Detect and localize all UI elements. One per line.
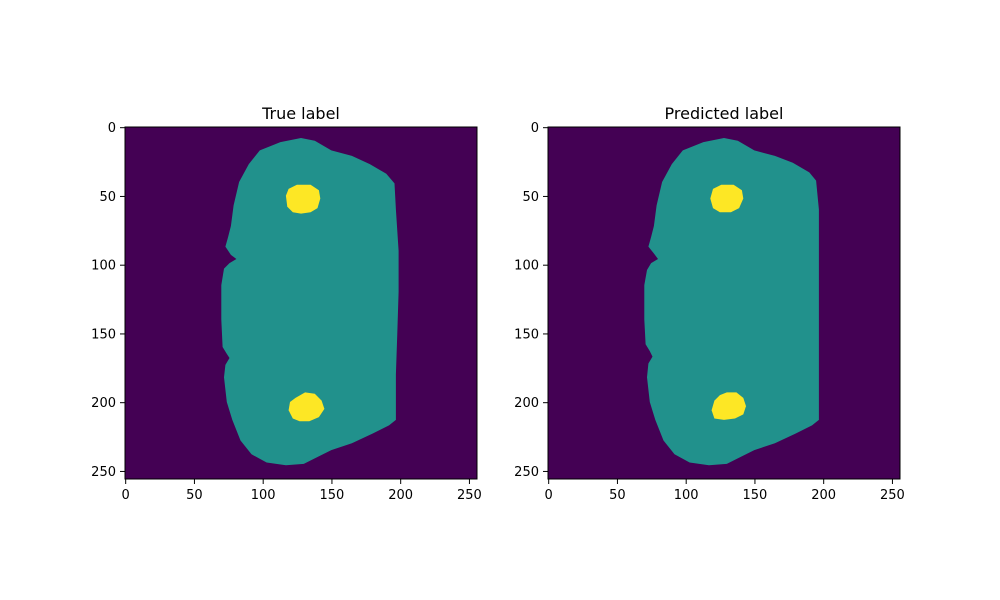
true-label-panel: True label 0 50 100 150 200 250 0 50 100 150 200 25… [91, 104, 482, 503]
predicted-label-panel: Predicted label 0 50 100 150 200 250 0 50 100 150… [514, 104, 905, 503]
lesion-region-1 [285, 184, 321, 214]
panel-title: True label [261, 104, 340, 123]
y-tick-label: 0 [108, 121, 116, 136]
y-tick-label: 100 [514, 259, 539, 274]
x-tick-label: 50 [186, 488, 203, 503]
x-tick-label: 150 [743, 488, 768, 503]
axes-frame [547, 126, 901, 480]
y-tick-label: 100 [91, 259, 116, 274]
x-tick-label: 0 [122, 488, 130, 503]
lesion-region-2 [711, 392, 746, 420]
x-tick-label: 0 [545, 488, 553, 503]
y-tick-label: 0 [531, 121, 539, 136]
y-tick-label: 150 [514, 327, 539, 342]
y-tick-label: 250 [514, 465, 539, 480]
y-tick-label: 50 [522, 190, 539, 205]
x-tick-label: 200 [388, 488, 413, 503]
x-tick-label: 200 [811, 488, 836, 503]
y-tick-label: 200 [91, 396, 116, 411]
panel-title: Predicted label [665, 104, 784, 123]
y-tick-label: 200 [514, 396, 539, 411]
y-tick-label: 150 [91, 327, 116, 342]
y-tick-label: 50 [99, 190, 116, 205]
organ-region [221, 138, 399, 466]
y-tick-label: 250 [91, 465, 116, 480]
x-tick-label: 50 [609, 488, 626, 503]
x-tick-label: 100 [674, 488, 699, 503]
x-tick-label: 100 [251, 488, 276, 503]
x-tick-label: 150 [320, 488, 345, 503]
x-tick-label: 250 [457, 488, 482, 503]
axes-frame [124, 126, 478, 480]
organ-region [644, 138, 819, 466]
lesion-region-1 [710, 184, 744, 213]
lesion-region-2 [288, 392, 325, 422]
x-tick-label: 250 [880, 488, 905, 503]
